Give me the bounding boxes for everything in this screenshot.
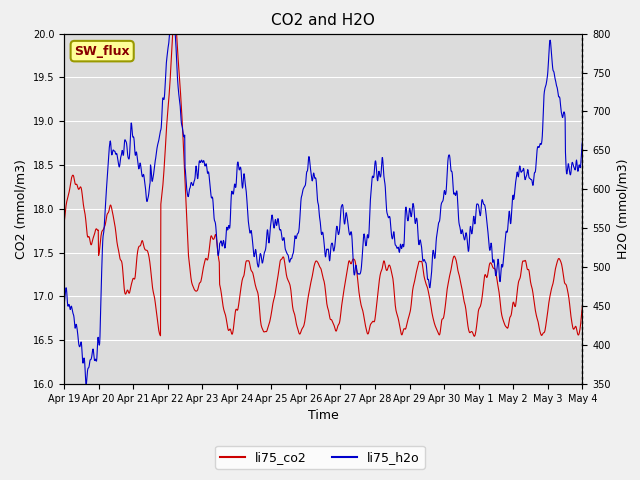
li75_h2o — [83, 381, 90, 387]
X-axis label: Time: Time — [308, 409, 339, 422]
li75_h2o — [301, 183, 308, 189]
li75_co2 — [579, 303, 586, 309]
Line: li75_co2: li75_co2 — [64, 25, 582, 336]
li75_h2o — [100, 220, 108, 226]
Legend: li75_co2, li75_h2o: li75_co2, li75_h2o — [215, 446, 425, 469]
li75_co2 — [100, 225, 108, 230]
li75_co2 — [170, 22, 177, 28]
Title: CO2 and H2O: CO2 and H2O — [271, 13, 375, 28]
li75_co2 — [470, 333, 478, 339]
li75_h2o — [166, 31, 173, 36]
Line: li75_h2o: li75_h2o — [64, 34, 582, 384]
li75_co2 — [355, 292, 363, 298]
li75_co2 — [60, 221, 68, 227]
Text: SW_flux: SW_flux — [74, 45, 130, 58]
li75_h2o — [579, 139, 586, 144]
li75_h2o — [60, 302, 68, 308]
li75_co2 — [291, 313, 299, 319]
li75_co2 — [280, 257, 288, 263]
li75_h2o — [292, 233, 300, 239]
li75_h2o — [356, 271, 364, 277]
li75_h2o — [281, 240, 289, 246]
li75_co2 — [122, 291, 129, 297]
Y-axis label: CO2 (mmol/m3): CO2 (mmol/m3) — [14, 159, 27, 259]
li75_h2o — [122, 138, 129, 144]
li75_co2 — [301, 321, 308, 326]
Y-axis label: H2O (mmol/m3): H2O (mmol/m3) — [616, 158, 629, 259]
